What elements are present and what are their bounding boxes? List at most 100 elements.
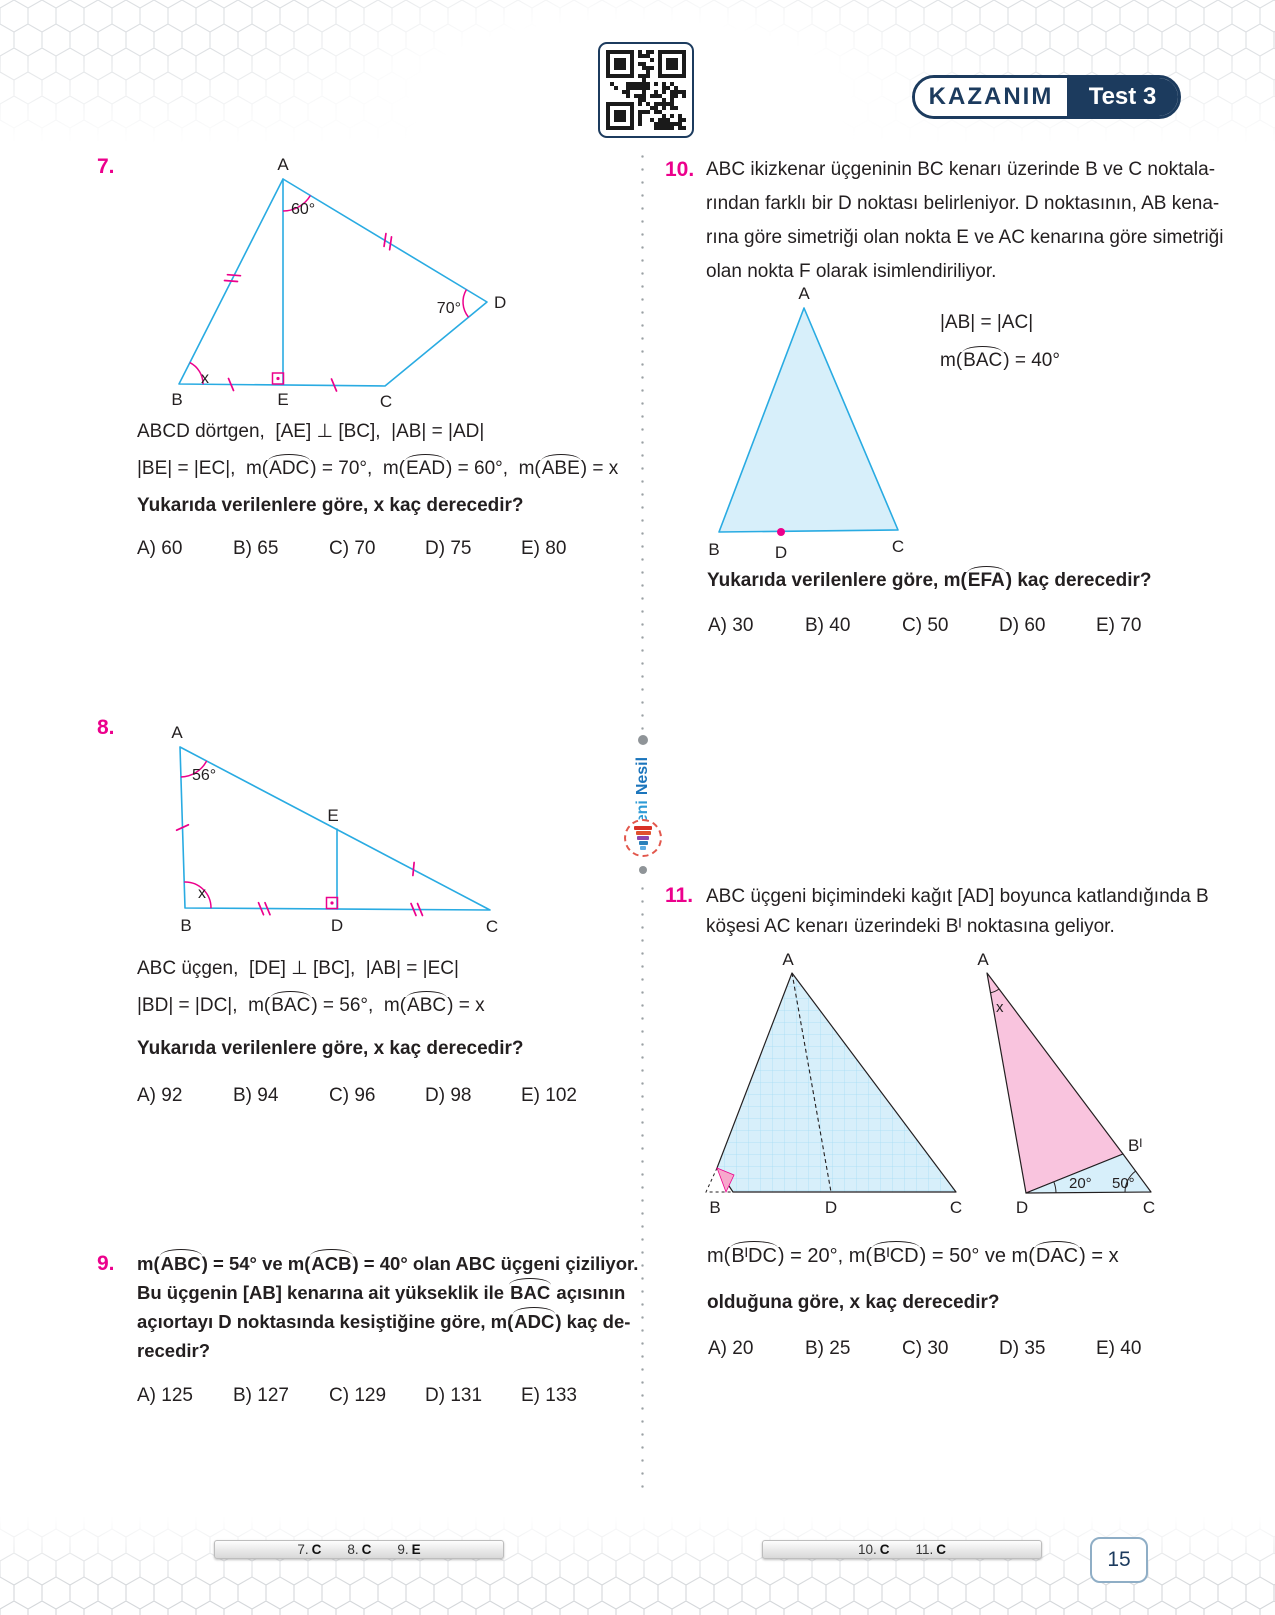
q10-option-d: D) 60	[999, 615, 1046, 636]
q11-left-vertex-c: C	[950, 1198, 962, 1217]
q7-given-1: ABCD dörtgen, [AE] ⊥ [BC], |AB| = |AD|	[137, 421, 485, 442]
text-fragment: |BE| = |EC|, m(	[137, 458, 269, 479]
answer-letter: C	[936, 1542, 947, 1557]
q9-text-line4: recedir?	[137, 1340, 211, 1361]
kazanim-label: KAZANIM	[915, 78, 1067, 116]
answer-q-number: 8.	[347, 1542, 359, 1557]
q11-left-vertex-a: A	[782, 950, 794, 969]
logo-bar	[640, 846, 646, 850]
q8-option-d: D) 98	[425, 1085, 472, 1106]
answer-letter: E	[411, 1542, 421, 1557]
q8-angle-b-label: x	[198, 885, 206, 902]
q11-options: A) 20 B) 25 C) 30 D) 35 E) 40	[708, 1338, 1141, 1360]
q11-option-a: A) 20	[708, 1338, 754, 1359]
answer-key-item: 7. C	[297, 1542, 321, 1557]
divider-dot-large	[638, 735, 648, 745]
q11-text-line2: köşesi AC kenarı üzerindeki Bᴵ noktasına…	[706, 916, 1115, 937]
q10-diagram: A B D C	[708, 285, 904, 562]
angle-hat: DAC	[1034, 1241, 1080, 1267]
test-number-label: Test 3	[1067, 78, 1178, 116]
q11-option-e: E) 40	[1096, 1338, 1142, 1359]
test-badge: KAZANIM Test 3	[912, 75, 1181, 119]
text-fragment: m(	[707, 1245, 731, 1267]
logo-bar	[634, 826, 652, 830]
text-fragment: ) = 56°, m(	[311, 995, 407, 1016]
q9-option-a: A) 125	[137, 1385, 193, 1406]
q9-option-d: D) 131	[425, 1385, 483, 1406]
text-fragment: ) kaç derecedir?	[1005, 570, 1152, 591]
angle-hat: EAD	[404, 454, 447, 479]
angle-hat: ADC	[268, 454, 311, 479]
q7-angle-a-label: 60°	[291, 201, 315, 218]
q10-question: Yukarıda verilenlere göre, m(EFA) kaç de…	[707, 566, 1152, 592]
q8-question: Yukarıda verilenlere göre, x kaç dereced…	[137, 1038, 524, 1059]
text-fragment: açıortayı D noktasında kesiştiğine göre,…	[137, 1311, 514, 1332]
q10-text-line3: rına göre simetriği olan nokta E ve AC k…	[706, 227, 1224, 248]
q8-option-c: C) 96	[329, 1085, 376, 1106]
q11-left-vertex-b: B	[709, 1198, 720, 1217]
q11-option-b: B) 25	[805, 1338, 851, 1359]
angle-hat: ABE	[540, 454, 581, 479]
q9-option-e: E) 133	[521, 1385, 577, 1406]
angle-hat: ADC	[513, 1307, 556, 1332]
answer-q-number: 7.	[297, 1542, 309, 1557]
q9-text-line2: Bu üçgenin [AB] kenarına ait yükseklik i…	[137, 1278, 625, 1304]
q7-option-a: A) 60	[137, 538, 183, 559]
text-fragment: ) = x	[1079, 1245, 1119, 1267]
column-divider-top	[641, 150, 644, 730]
answer-letter: C	[361, 1542, 372, 1557]
angle-hat: BAC	[962, 346, 1004, 371]
q10-text-line2: rından farklı bir D noktası belirleniyor…	[706, 193, 1220, 214]
q11-left-vertex-d: D	[825, 1198, 837, 1217]
q10-text: ABC ikizkenar üçgeninin BC kenarı üzerin…	[706, 153, 1223, 289]
q11-option-d: D) 35	[999, 1338, 1046, 1359]
q11-right-vertex-b-prime: Bᴵ	[1128, 1136, 1142, 1155]
q8-vertex-d: D	[331, 916, 343, 935]
q8-option-b: B) 94	[233, 1085, 279, 1106]
q11-number: 11.	[665, 884, 694, 907]
q9-options: A) 125 B) 127 C) 129 D) 131 E) 133	[137, 1385, 577, 1407]
q7-angle-b-label: x	[201, 370, 209, 387]
answer-letter: C	[879, 1542, 890, 1557]
q11-angle-c-label: 50°	[1112, 1175, 1135, 1192]
q11-equation: m(BᴵDC) = 20°, m(BᴵCD) = 50° ve m(DAC) =…	[707, 1241, 1119, 1268]
q11-right-vertex-c: C	[1143, 1198, 1155, 1217]
angle-hat: ABC	[406, 991, 448, 1016]
page-number: 15	[1090, 1537, 1148, 1583]
q7-diagram: A B E C D 60° 70° x	[171, 155, 506, 411]
q11-text-line1: ABC üçgeni biçimindeki kağıt [AD] boyunc…	[706, 886, 1209, 907]
q10-given-1: |AB| = |AC|	[940, 312, 1034, 333]
q8-number: 8.	[97, 716, 115, 739]
q7-vertex-b: B	[171, 390, 182, 409]
q9-number: 9.	[97, 1252, 115, 1275]
q7-vertex-e: E	[277, 390, 288, 409]
answer-key-item: 11. C	[916, 1542, 947, 1557]
logo-bar	[638, 841, 648, 845]
q8-vertex-e: E	[327, 806, 338, 825]
q8-option-e: E) 102	[521, 1085, 577, 1106]
q8-diagram: A E B D C 56° x	[171, 723, 498, 936]
q7-angle-d-label: 70°	[437, 300, 461, 317]
q9-option-c: C) 129	[329, 1385, 387, 1406]
q11-right-vertex-a: A	[977, 950, 989, 969]
q10-option-b: B) 40	[805, 615, 851, 636]
q7-vertex-c: C	[380, 392, 392, 411]
text-fragment: m(	[940, 350, 963, 371]
text-fragment: ) = 40°	[1003, 350, 1060, 371]
column-divider-bottom	[641, 882, 644, 1494]
text-fragment: ) = x	[580, 458, 619, 479]
brand-nesil: Nesil	[634, 756, 651, 796]
q8-options: A) 92 B) 94 C) 96 D) 98 E) 102	[137, 1085, 577, 1107]
q9-option-b: B) 127	[233, 1385, 289, 1406]
qr-code	[598, 42, 694, 138]
q7-option-b: B) 65	[233, 538, 279, 559]
angle-hat: BᴵCD	[872, 1241, 920, 1267]
q11-question: olduğuna göre, x kaç derecedir?	[707, 1292, 1000, 1313]
q11-angle-a-label: x	[996, 999, 1004, 1016]
answer-key-item: 9. E	[397, 1542, 420, 1557]
q10-vertex-d: D	[775, 543, 787, 562]
q8-vertex-b: B	[180, 916, 191, 935]
q10-number: 10.	[665, 158, 695, 181]
q10-given-2: m(BAC) = 40°	[940, 346, 1060, 372]
q11-right-vertex-d: D	[1016, 1198, 1028, 1217]
